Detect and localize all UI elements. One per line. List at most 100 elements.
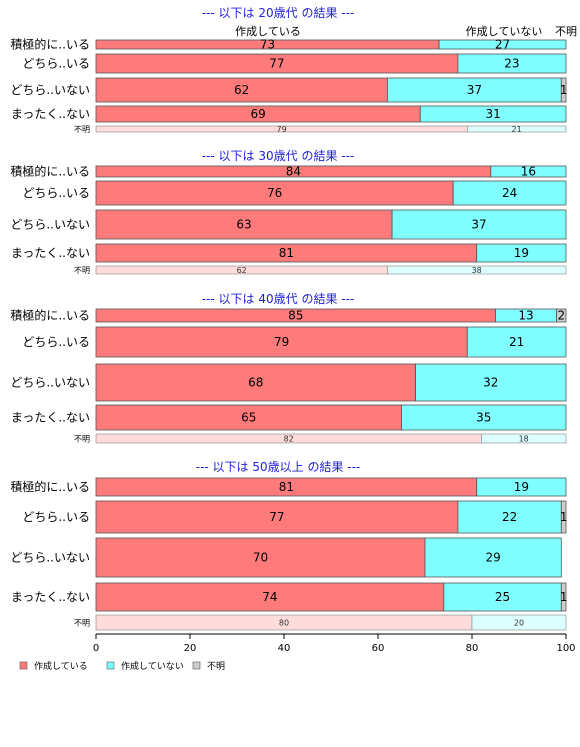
bar-unknown — [556, 308, 567, 323]
bar-value-label: 62 — [234, 83, 249, 97]
x-tick-label: 20 — [184, 643, 197, 654]
bar-value-label: 25 — [495, 590, 510, 604]
bar-value-label: 23 — [504, 57, 519, 71]
row-label: どちら..いない — [10, 376, 90, 390]
bar-value-label: 27 — [495, 38, 510, 52]
row-label: 積極的に..いる — [10, 308, 90, 323]
legend-swatch-yes — [19, 661, 28, 670]
bar-value-label: 22 — [502, 510, 517, 524]
panel-title-2: --- 以下は 30歳代 の結果 --- — [202, 149, 355, 163]
column-header-unknown: 不明 — [555, 25, 577, 38]
x-tick-label: 40 — [278, 643, 291, 654]
summary-bar-no — [387, 265, 567, 275]
row-label: まったく..ない — [11, 590, 90, 604]
bar-value-label: 85 — [288, 309, 303, 323]
row-label: 積極的に..いる — [10, 37, 90, 52]
bar-value-label: 70 — [253, 551, 268, 565]
summary-row-label: 不明 — [74, 266, 90, 275]
bar-no — [438, 39, 567, 50]
bar-no — [466, 326, 567, 358]
summary-row-label: 不明 — [74, 435, 90, 444]
bar-unknown — [560, 582, 567, 612]
legend-label-unknown: 不明 — [207, 661, 225, 672]
row-label: どちら..いない — [10, 551, 90, 565]
summary-row-label: 不明 — [74, 619, 90, 628]
row-label: まったく..ない — [11, 246, 90, 260]
summary-bar-no — [471, 614, 567, 631]
row-label: どちら..いる — [22, 57, 90, 71]
summary-value-label: 62 — [237, 266, 247, 275]
bar-yes — [95, 582, 445, 612]
bar-no — [443, 582, 562, 612]
bar-no — [391, 209, 567, 240]
bar-value-label: 77 — [269, 510, 284, 524]
bar-no — [386, 77, 562, 103]
bar-value-label: 35 — [476, 411, 491, 425]
bar-value-label: 1 — [560, 510, 568, 524]
bar-value-label: 84 — [286, 165, 301, 179]
x-tick-label: 100 — [556, 643, 575, 654]
row-label: どちら..いない — [10, 218, 90, 232]
summary-value-label: 18 — [519, 435, 529, 444]
column-header-no: 作成していない — [466, 25, 543, 38]
row-label: まったく..ない — [11, 411, 90, 425]
bar-yes — [95, 209, 393, 240]
bar-value-label: 31 — [486, 107, 501, 121]
bar-value-label: 73 — [260, 38, 275, 52]
summary-row-label: 不明 — [74, 125, 90, 134]
bar-yes — [95, 180, 454, 206]
bar-unknown — [560, 77, 567, 103]
bar-value-label: 77 — [269, 57, 284, 71]
summary-value-label: 38 — [472, 266, 482, 275]
bar-value-label: 63 — [236, 218, 251, 232]
x-tick-label: 0 — [93, 643, 99, 654]
bar-value-label: 32 — [483, 376, 498, 390]
bar-no — [401, 404, 567, 431]
bar-value-label: 81 — [279, 480, 294, 494]
bar-no — [424, 537, 562, 578]
panel-title-1: --- 以下は 20歳代 の結果 --- — [202, 6, 355, 20]
row-label: まったく..ない — [11, 107, 90, 121]
bar-no — [415, 363, 567, 402]
row-label: どちら..いる — [22, 510, 90, 524]
bar-value-label: 19 — [514, 246, 529, 260]
bar-value-label: 68 — [248, 376, 263, 390]
bar-no — [457, 53, 567, 74]
row-label: どちら..いない — [10, 83, 90, 97]
legend-label-no: 作成していない — [121, 660, 184, 672]
legend-swatch-no — [106, 661, 115, 670]
bar-value-label: 1 — [560, 83, 568, 97]
row-label: 積極的に..いる — [10, 164, 90, 179]
x-tick-label: 60 — [372, 643, 385, 654]
bar-no — [490, 165, 567, 178]
bar-yes — [95, 77, 388, 103]
bar-yes — [95, 537, 426, 578]
bar-value-label: 79 — [274, 335, 289, 349]
bar-value-label: 74 — [262, 590, 277, 604]
legend-label-yes: 作成している — [34, 660, 88, 672]
bar-value-label: 65 — [241, 411, 256, 425]
panel-title-3: --- 以下は 40歳代 の結果 --- — [202, 292, 355, 306]
summary-value-label: 79 — [277, 125, 287, 134]
bar-value-label: 37 — [471, 218, 486, 232]
row-label: 積極的に..いる — [10, 479, 90, 494]
legend-swatch-unknown — [192, 661, 201, 670]
bar-value-label: 29 — [486, 551, 501, 565]
summary-bar-no — [481, 433, 567, 444]
bar-no — [452, 180, 567, 206]
bar-unknown — [560, 500, 567, 534]
x-tick-label: 80 — [466, 643, 479, 654]
column-header-yes: 作成している — [235, 25, 301, 38]
summary-value-label: 82 — [284, 435, 294, 444]
summary-value-label: 80 — [279, 619, 289, 628]
summary-value-label: 21 — [512, 125, 522, 134]
bar-yes — [95, 363, 417, 402]
row-label: どちら..いる — [22, 335, 90, 349]
bar-value-label: 16 — [521, 165, 536, 179]
bar-value-label: 76 — [267, 186, 282, 200]
bar-no — [476, 243, 567, 263]
bar-value-label: 1 — [560, 590, 568, 604]
bar-no — [419, 105, 567, 123]
bar-value-label: 37 — [467, 83, 482, 97]
